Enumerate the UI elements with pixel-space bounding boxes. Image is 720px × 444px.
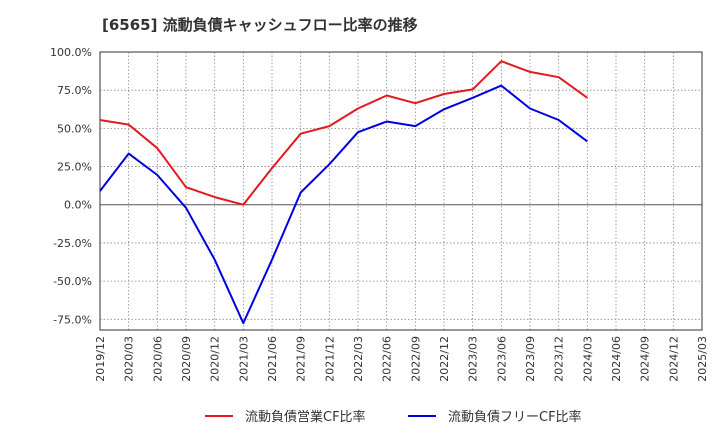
chart-title: [6565] 流動負債キャッシュフロー比率の推移 xyxy=(102,16,418,34)
x-tick-label: 2020/06 xyxy=(151,336,164,382)
y-tick-label: 50.0% xyxy=(57,122,92,135)
legend-label-1: 流動負債営業CF比率 xyxy=(245,409,366,425)
x-tick-label: 2021/06 xyxy=(266,336,279,382)
x-tick-label: 2019/12 xyxy=(94,336,107,382)
x-tick-label: 2020/03 xyxy=(123,336,136,382)
x-tick-label: 2025/03 xyxy=(696,336,709,382)
x-tick-label: 2023/09 xyxy=(524,336,537,382)
x-tick-label: 2020/09 xyxy=(180,336,193,382)
x-tick-label: 2021/09 xyxy=(295,336,308,382)
x-tick-label: 2022/06 xyxy=(381,336,394,382)
x-tick-label: 2024/12 xyxy=(667,336,680,382)
y-tick-label: 25.0% xyxy=(57,161,92,174)
series-line-2 xyxy=(99,84,588,325)
x-tick-label: 2024/03 xyxy=(581,336,594,382)
series-line-1 xyxy=(99,60,588,206)
x-tick-label: 2023/06 xyxy=(495,336,508,382)
x-tick-label: 2021/03 xyxy=(237,336,250,382)
x-tick-label: 2023/12 xyxy=(553,336,566,382)
y-tick-label: 100.0% xyxy=(50,46,92,59)
x-tick-label: 2022/03 xyxy=(352,336,365,382)
x-tick-label: 2020/12 xyxy=(209,336,222,382)
y-tick-label: -75.0% xyxy=(53,313,92,326)
y-tick-label: 0.0% xyxy=(64,199,92,212)
legend-label-2: 流動負債フリーCF比率 xyxy=(448,409,582,425)
x-tick-label: 2023/03 xyxy=(467,336,480,382)
x-tick-label: 2022/09 xyxy=(409,336,422,382)
x-tick-label: 2024/06 xyxy=(610,336,623,382)
y-tick-label: -25.0% xyxy=(53,237,92,250)
y-tick-label: -50.0% xyxy=(53,275,92,288)
x-tick-label: 2024/09 xyxy=(639,336,652,382)
plot-area xyxy=(100,52,702,330)
y-tick-label: 75.0% xyxy=(57,84,92,97)
x-tick-label: 2021/12 xyxy=(323,336,336,382)
x-tick-label: 2022/12 xyxy=(438,336,451,382)
